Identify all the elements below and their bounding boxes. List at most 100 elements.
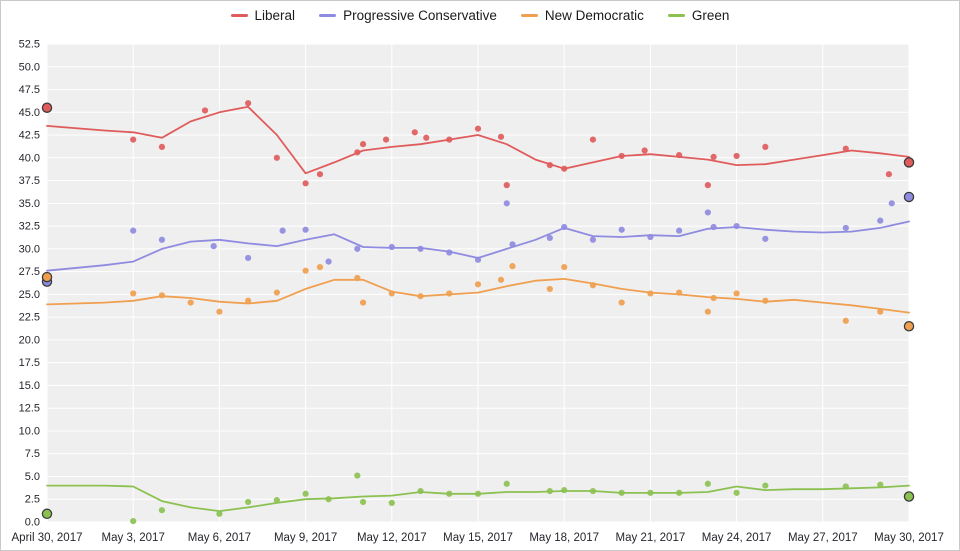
green-poll-point[interactable]	[354, 472, 361, 479]
liberal-poll-point[interactable]	[503, 182, 510, 189]
green-poll-point[interactable]	[589, 487, 597, 495]
liberal-poll-point[interactable]	[158, 143, 166, 150]
green-poll-point[interactable]	[676, 489, 683, 496]
green-poll-point[interactable]	[877, 481, 884, 488]
liberal-poll-point[interactable]	[273, 154, 280, 161]
green-poll-point[interactable]	[733, 489, 740, 496]
new-democratic-poll-point[interactable]	[446, 290, 453, 297]
new-democratic-poll-point[interactable]	[618, 299, 625, 306]
progressive-conservative-poll-point[interactable]	[158, 236, 166, 243]
progressive-conservative-poll-point[interactable]	[279, 227, 286, 234]
liberal-poll-point[interactable]	[446, 136, 453, 143]
green-poll-point[interactable]	[388, 499, 395, 506]
new-democratic-poll-point[interactable]	[589, 282, 597, 289]
liberal-poll-point[interactable]	[710, 153, 717, 160]
green-poll-point[interactable]	[762, 482, 769, 489]
liberal-poll-point[interactable]	[842, 145, 849, 152]
progressive-conservative-poll-point[interactable]	[561, 223, 568, 231]
progressive-conservative-poll-point[interactable]	[704, 209, 711, 216]
progressive-conservative-poll-point[interactable]	[354, 245, 361, 252]
progressive-conservative-poll-point[interactable]	[842, 224, 849, 232]
progressive-conservative-poll-point[interactable]	[302, 226, 309, 233]
liberal-poll-point[interactable]	[676, 151, 683, 159]
progressive-conservative-poll-point[interactable]	[509, 241, 516, 248]
green-end-result-marker[interactable]	[903, 491, 915, 502]
liberal-end-result-marker[interactable]	[903, 157, 915, 168]
new-democratic-poll-point[interactable]	[497, 276, 505, 283]
new-democratic-poll-point[interactable]	[302, 267, 309, 274]
liberal-poll-point[interactable]	[474, 125, 482, 132]
green-poll-point[interactable]	[216, 510, 223, 517]
green-start-result-marker[interactable]	[41, 508, 53, 520]
green-poll-point[interactable]	[158, 507, 166, 514]
new-democratic-poll-point[interactable]	[417, 293, 424, 300]
progressive-conservative-poll-point[interactable]	[733, 222, 740, 230]
new-democratic-poll-point[interactable]	[710, 294, 717, 302]
new-democratic-poll-point[interactable]	[245, 297, 252, 304]
liberal-poll-point[interactable]	[589, 136, 597, 143]
progressive-conservative-end-result-marker[interactable]	[903, 191, 915, 203]
progressive-conservative-poll-point[interactable]	[474, 256, 482, 263]
liberal-poll-point[interactable]	[618, 152, 625, 160]
green-poll-point[interactable]	[842, 483, 849, 490]
liberal-poll-point[interactable]	[411, 129, 418, 136]
new-democratic-poll-point[interactable]	[273, 289, 280, 296]
progressive-conservative-poll-point[interactable]	[446, 249, 453, 256]
green-poll-point[interactable]	[130, 517, 137, 525]
new-democratic-poll-point[interactable]	[316, 263, 324, 271]
progressive-conservative-poll-point[interactable]	[676, 227, 683, 234]
new-democratic-poll-point[interactable]	[704, 308, 711, 315]
progressive-conservative-poll-point[interactable]	[647, 233, 654, 241]
liberal-poll-point[interactable]	[762, 143, 769, 150]
liberal-poll-point[interactable]	[546, 161, 553, 169]
progressive-conservative-poll-point[interactable]	[417, 245, 424, 252]
liberal-poll-point[interactable]	[885, 171, 892, 178]
liberal-poll-point[interactable]	[359, 141, 367, 148]
liberal-poll-point[interactable]	[316, 171, 324, 178]
liberal-start-result-marker[interactable]	[41, 102, 53, 113]
progressive-conservative-poll-point[interactable]	[618, 226, 625, 233]
new-democratic-poll-point[interactable]	[842, 317, 849, 324]
progressive-conservative-poll-point[interactable]	[710, 223, 717, 231]
liberal-poll-point[interactable]	[245, 100, 252, 107]
liberal-poll-point[interactable]	[382, 136, 390, 143]
new-democratic-poll-point[interactable]	[388, 290, 395, 297]
progressive-conservative-poll-point[interactable]	[245, 254, 252, 262]
progressive-conservative-poll-point[interactable]	[388, 243, 395, 251]
new-democratic-start-result-marker[interactable]	[41, 271, 53, 283]
liberal-poll-point[interactable]	[561, 165, 568, 172]
new-democratic-poll-point[interactable]	[762, 297, 769, 304]
new-democratic-poll-point[interactable]	[561, 263, 568, 271]
progressive-conservative-poll-point[interactable]	[503, 200, 510, 207]
green-poll-point[interactable]	[618, 489, 625, 496]
new-democratic-poll-point[interactable]	[474, 281, 482, 288]
legend-item-new-democratic[interactable]: New Democratic	[520, 8, 644, 23]
liberal-poll-point[interactable]	[497, 133, 505, 140]
liberal-poll-point[interactable]	[423, 134, 430, 141]
liberal-poll-point[interactable]	[733, 152, 740, 160]
green-poll-point[interactable]	[273, 497, 280, 504]
green-poll-point[interactable]	[647, 489, 654, 496]
green-poll-point[interactable]	[474, 490, 482, 497]
liberal-poll-point[interactable]	[130, 136, 137, 143]
green-poll-point[interactable]	[302, 490, 309, 497]
green-poll-point[interactable]	[325, 496, 332, 503]
new-democratic-poll-point[interactable]	[509, 263, 516, 270]
progressive-conservative-poll-point[interactable]	[888, 200, 895, 207]
legend-item-liberal[interactable]: Liberal	[230, 8, 295, 23]
liberal-poll-point[interactable]	[704, 182, 711, 189]
progressive-conservative-poll-point[interactable]	[589, 236, 597, 243]
green-poll-point[interactable]	[561, 487, 568, 494]
progressive-conservative-poll-point[interactable]	[546, 234, 553, 242]
legend-item-progressive-conservative[interactable]: Progressive Conservative	[319, 8, 497, 23]
new-democratic-poll-point[interactable]	[676, 289, 683, 296]
new-democratic-poll-point[interactable]	[158, 292, 166, 299]
new-democratic-poll-point[interactable]	[359, 299, 367, 306]
green-poll-point[interactable]	[446, 490, 453, 497]
new-democratic-poll-point[interactable]	[216, 308, 223, 315]
progressive-conservative-poll-point[interactable]	[210, 243, 217, 250]
progressive-conservative-poll-point[interactable]	[877, 217, 884, 224]
green-poll-point[interactable]	[417, 487, 424, 495]
green-poll-point[interactable]	[359, 498, 367, 506]
new-democratic-poll-point[interactable]	[546, 285, 553, 293]
